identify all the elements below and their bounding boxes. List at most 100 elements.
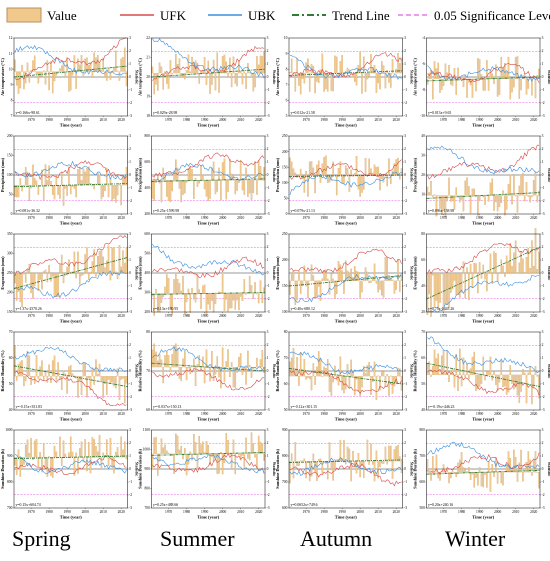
- bar: [232, 367, 235, 388]
- bar: [381, 175, 383, 180]
- x-tick-label: 1980: [458, 118, 465, 122]
- bar: [55, 272, 58, 297]
- bar: [232, 439, 235, 454]
- bar: [107, 185, 110, 198]
- bar: [203, 180, 206, 190]
- stat-axis-label: Statistic: [135, 266, 140, 281]
- bar: [102, 376, 104, 399]
- bar: [371, 461, 374, 465]
- x-tick-label: 2000: [219, 216, 226, 220]
- bar: [341, 175, 343, 184]
- bar: [432, 272, 434, 276]
- bar: [256, 180, 258, 195]
- bar: [292, 168, 295, 176]
- bar: [178, 58, 181, 74]
- y-tick-label: 11: [9, 52, 13, 56]
- bar: [390, 445, 392, 462]
- bar: [462, 78, 465, 88]
- bar: [167, 278, 170, 294]
- trend-equation: y=0.081x-36.32: [16, 209, 40, 213]
- stat-tick-label: -3: [542, 310, 545, 314]
- bar: [493, 195, 495, 211]
- bar: [57, 272, 59, 297]
- trend-equation: y=0.75x-1445.26: [428, 307, 454, 311]
- bar: [442, 78, 445, 87]
- bar: [60, 376, 63, 390]
- bar: [469, 195, 472, 214]
- x-tick-label: 1970: [28, 412, 35, 416]
- x-tick-label: 1990: [201, 216, 208, 220]
- bar: [426, 186, 429, 196]
- stat-tick-label: -2: [404, 395, 407, 399]
- stat-tick-label: 3: [404, 428, 406, 432]
- bar: [486, 371, 488, 375]
- bar: [509, 365, 512, 375]
- bar: [328, 280, 331, 295]
- bar: [466, 471, 468, 473]
- bar: [364, 158, 367, 176]
- stat-axis-label: Statistic: [547, 266, 550, 281]
- bar: [153, 180, 155, 201]
- bar: [32, 60, 34, 72]
- stat-tick-label: 3: [267, 428, 269, 432]
- x-tick-label: 1990: [64, 412, 71, 416]
- bar: [377, 166, 379, 176]
- bar: [234, 367, 237, 388]
- bar: [248, 275, 251, 294]
- bar: [191, 288, 193, 294]
- bar: [196, 180, 199, 187]
- bar: [357, 175, 360, 190]
- bar: [84, 58, 86, 72]
- bar: [216, 180, 219, 192]
- y-tick-label: 70: [9, 330, 13, 334]
- bar: [325, 155, 327, 176]
- stat-tick-label: 3: [542, 428, 544, 432]
- bar: [290, 161, 293, 176]
- bar: [314, 461, 316, 473]
- ufk-line: [289, 248, 402, 274]
- y-tick-label: 350: [7, 232, 13, 236]
- bar: [19, 361, 22, 377]
- bar: [91, 367, 94, 377]
- bar: [352, 175, 354, 177]
- bar: [26, 171, 29, 186]
- bar: [308, 73, 311, 92]
- bar: [95, 57, 97, 72]
- y-tick-label: 250: [282, 232, 288, 236]
- bar: [395, 280, 397, 290]
- legend-ubk-label: UBK: [248, 8, 276, 23]
- bar: [17, 364, 20, 377]
- bar: [196, 453, 199, 470]
- stat-tick-label: 0: [404, 271, 406, 275]
- bar: [216, 453, 219, 474]
- bar: [335, 56, 338, 74]
- stat-axis-label: Statistic: [272, 462, 277, 477]
- bar: [361, 73, 363, 94]
- bar: [384, 446, 387, 462]
- bar: [230, 173, 233, 181]
- bar: [214, 180, 217, 195]
- bar: [30, 272, 32, 294]
- y-axis-label: Precipitation (mm): [275, 157, 280, 192]
- bar: [248, 453, 251, 461]
- bar: [527, 372, 530, 375]
- y-tick-label: 100: [282, 181, 288, 185]
- x-tick-label: 1970: [440, 118, 447, 122]
- bar: [326, 278, 329, 281]
- y-tick-label: 10: [284, 36, 288, 40]
- bar: [477, 58, 479, 80]
- bar: [118, 71, 121, 81]
- bar: [82, 168, 85, 186]
- bar: [525, 257, 528, 274]
- bar: [202, 441, 204, 454]
- bar: [395, 159, 397, 176]
- season-label-spring: Spring: [12, 526, 71, 551]
- bar: [491, 178, 494, 196]
- bar: [115, 271, 117, 274]
- stat-tick-label: 3: [267, 330, 269, 334]
- bar: [529, 195, 531, 203]
- bar: [534, 78, 537, 99]
- bar: [96, 256, 99, 274]
